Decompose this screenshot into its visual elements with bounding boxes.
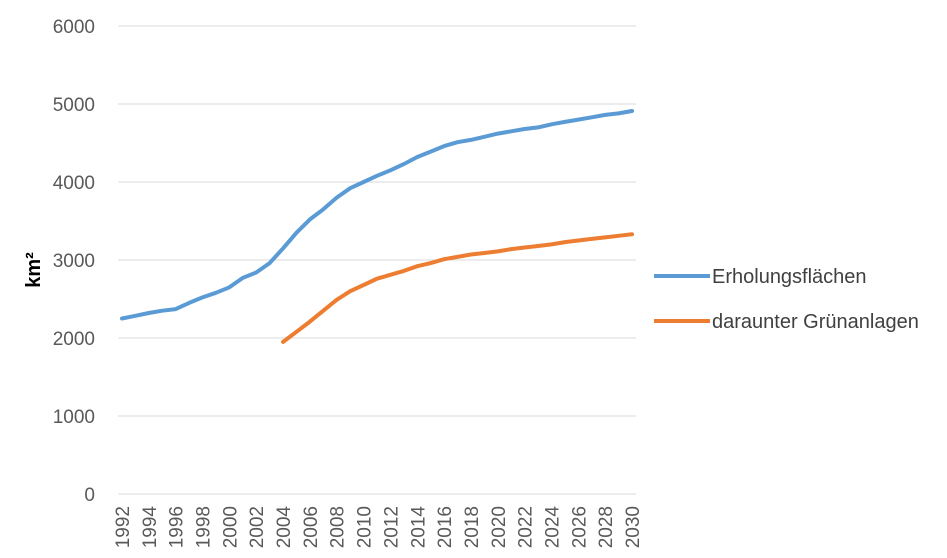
x-tick-label: 2024 <box>542 506 563 549</box>
x-tick-label: 2008 <box>328 506 349 548</box>
x-tick-label: 2002 <box>247 506 268 548</box>
x-tick-label: 2028 <box>596 506 617 548</box>
y-axis-label: km² <box>23 252 45 288</box>
series-line-2 <box>281 232 634 344</box>
x-tick-label: 2030 <box>623 506 644 548</box>
y-tick-label: 4000 <box>53 173 95 194</box>
x-tick-label: 2004 <box>274 506 295 549</box>
gridlines <box>118 25 636 495</box>
series-lines <box>120 109 634 344</box>
y-tick-label: 0 <box>84 485 95 506</box>
legend: Erholungsflächen daraunter Grünanlagen <box>654 266 919 333</box>
x-tick-label: 2018 <box>462 506 483 548</box>
y-tick-label: 6000 <box>53 17 95 38</box>
x-tick-label: 2006 <box>301 506 322 548</box>
x-tick-label: 2020 <box>489 506 510 548</box>
y-tick-label: 2000 <box>53 329 95 350</box>
series-line-1 <box>120 109 634 321</box>
x-tick-label: 2012 <box>381 506 402 548</box>
x-tick-label: 2000 <box>220 506 241 548</box>
x-axis-ticks: 1992 1994 1996 1998 2000 2002 2004 2006 2008 2010… <box>113 506 644 549</box>
x-tick-label: 2010 <box>355 506 376 548</box>
x-tick-label: 1996 <box>167 506 188 548</box>
y-tick-label: 1000 <box>53 407 95 428</box>
x-tick-label: 1998 <box>194 506 215 548</box>
x-tick-label: 2014 <box>408 506 429 549</box>
y-axis-ticks: 0 1000 2000 3000 4000 5000 6000 <box>53 17 95 506</box>
y-tick-label: 3000 <box>53 251 95 272</box>
x-tick-label: 1994 <box>140 506 161 549</box>
x-tick-label: 2026 <box>569 506 590 548</box>
x-tick-label: 2022 <box>516 506 537 548</box>
legend-label: Erholungsflächen <box>712 266 867 288</box>
legend-label: daraunter Grünanlagen <box>712 311 919 333</box>
x-tick-label: 1992 <box>113 506 134 548</box>
y-tick-label: 5000 <box>53 95 95 116</box>
x-tick-label: 2016 <box>435 506 456 548</box>
